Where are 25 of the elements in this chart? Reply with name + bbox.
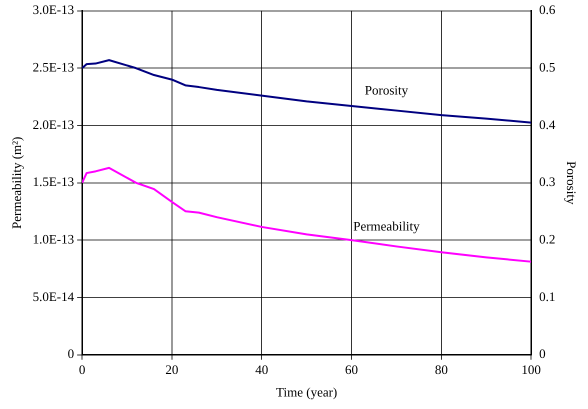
y2-tick-label: 0.1 bbox=[539, 288, 556, 304]
x-tick-label: 20 bbox=[165, 362, 178, 378]
x-tick-label: 0 bbox=[78, 362, 86, 378]
y-tick-label: 1.5E-13 bbox=[32, 174, 74, 190]
y2-axis-title: Porosity bbox=[564, 161, 579, 205]
y2-tick-label: 0.3 bbox=[539, 174, 556, 190]
x-axis-title: Time (year) bbox=[276, 384, 338, 400]
y-tick-label: 1.0E-13 bbox=[32, 232, 74, 247]
x-tick-label: 80 bbox=[434, 362, 448, 378]
x-tick-label: 40 bbox=[255, 362, 268, 378]
y2-tick-label: 0.5 bbox=[539, 60, 556, 75]
y2-tick-label: 0.4 bbox=[539, 116, 556, 132]
y-tick-label: 2.5E-13 bbox=[32, 60, 74, 75]
x-tick-label: 100 bbox=[521, 362, 541, 378]
y2-tick-label: 0.6 bbox=[539, 2, 556, 18]
y2-tick-label: 0 bbox=[539, 346, 546, 362]
series-label: Permeability bbox=[353, 218, 420, 234]
y-tick-label: 5.0E-14 bbox=[32, 288, 75, 304]
series-label: Porosity bbox=[364, 82, 409, 98]
y-tick-label: 2.0E-13 bbox=[32, 116, 74, 132]
y-axis-title: Permeability (m²) bbox=[9, 136, 24, 229]
x-tick-label: 60 bbox=[345, 362, 358, 378]
y-tick-label: 0 bbox=[68, 346, 74, 362]
y-tick-label: 3.0E-13 bbox=[32, 2, 74, 18]
y2-tick-label: 0.2 bbox=[539, 232, 556, 247]
